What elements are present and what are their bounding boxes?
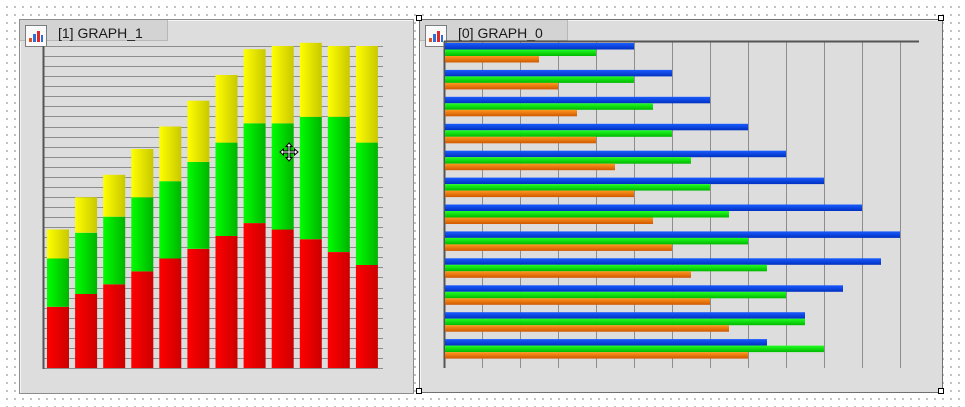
bar-orange: [445, 352, 748, 359]
bar-blue: [445, 258, 881, 265]
bar-segment-yellow: [47, 229, 69, 259]
bar-segment-yellow: [299, 42, 322, 117]
move-cursor-icon: [279, 142, 299, 162]
bar-green: [445, 318, 805, 326]
bar-blue: [445, 339, 767, 346]
bar-blue: [445, 177, 824, 185]
bar-chart-icon: [425, 25, 447, 47]
bar-blue: [445, 123, 748, 131]
bar-segment-red: [299, 239, 322, 368]
bar-orange: [445, 217, 653, 224]
bar-segment-green: [355, 142, 378, 265]
bar-orange: [445, 163, 615, 171]
graph-1-chart: [42, 42, 383, 369]
bar-green: [445, 211, 729, 218]
bar-segment-green: [131, 197, 154, 272]
bar-segment-green: [243, 123, 266, 224]
bar-segment-green: [75, 232, 98, 294]
bar-segment-red: [271, 229, 294, 368]
bar-segment-green: [327, 116, 350, 252]
resize-handle-bottom-left[interactable]: [416, 388, 422, 394]
bar-green: [445, 103, 653, 110]
bar-segment-red: [103, 284, 126, 368]
bar-segment-yellow: [243, 49, 266, 124]
bar-green: [445, 345, 824, 353]
bar-segment-yellow: [355, 46, 378, 143]
bar-segment-yellow: [271, 46, 294, 124]
bar-segment-green: [299, 116, 322, 240]
bar-segment-red: [243, 223, 266, 368]
bar-blue: [445, 43, 634, 50]
bar-blue: [445, 285, 843, 292]
bar-segment-yellow: [187, 100, 210, 162]
resize-handle-top-left[interactable]: [416, 15, 422, 21]
bar-green: [445, 76, 634, 83]
bar-green: [445, 237, 748, 245]
bar-green: [445, 291, 786, 299]
bar-green: [445, 184, 710, 191]
bar-blue: [445, 150, 786, 158]
bar-orange: [445, 298, 710, 305]
graph-1-title-tab: [20, 20, 168, 41]
resize-handle-top-right[interactable]: [938, 15, 944, 21]
bar-green: [445, 264, 767, 272]
bar-green: [445, 157, 691, 164]
bar-segment-yellow: [327, 46, 350, 117]
bar-blue: [445, 69, 672, 77]
bar-segment-red: [159, 258, 182, 368]
bar-blue: [445, 204, 862, 211]
bar-orange: [445, 56, 539, 63]
bar-segment-green: [47, 258, 69, 307]
graph-0-panel[interactable]: [0] GRAPH_0: [419, 19, 943, 393]
graph-1-panel[interactable]: [1] GRAPH_1: [19, 19, 414, 394]
bar-segment-red: [215, 236, 238, 368]
graph-1-title: [1] GRAPH_1: [58, 25, 143, 41]
bar-segment-yellow: [131, 149, 154, 198]
bar-segment-green: [271, 123, 294, 230]
bar-segment-yellow: [215, 75, 238, 143]
bar-segment-green: [159, 181, 182, 259]
bar-orange: [445, 244, 672, 251]
bar-segment-red: [327, 252, 350, 368]
bar-orange: [445, 271, 691, 278]
bar-blue: [445, 312, 805, 319]
bar-segment-yellow: [103, 174, 126, 217]
bar-segment-green: [103, 216, 126, 285]
bar-blue: [445, 96, 710, 104]
resize-handle-bottom-right[interactable]: [938, 388, 944, 394]
bar-segment-red: [187, 248, 210, 368]
bar-orange: [445, 109, 577, 117]
bar-orange: [445, 190, 634, 198]
bar-segment-red: [75, 293, 98, 368]
bar-segment-yellow: [75, 197, 98, 233]
bar-orange: [445, 136, 596, 144]
bar-segment-red: [131, 271, 154, 368]
bar-orange: [445, 82, 558, 90]
bar-segment-red: [47, 306, 69, 368]
bar-segment-green: [215, 142, 238, 236]
graph-0-title: [0] GRAPH_0: [458, 25, 543, 41]
bar-blue: [445, 231, 900, 238]
bar-orange: [445, 325, 729, 332]
bar-segment-red: [355, 265, 378, 368]
bar-green: [445, 49, 596, 56]
bar-segment-green: [187, 161, 210, 249]
graph-0-chart: [443, 40, 919, 368]
bar-segment-yellow: [159, 126, 182, 182]
bar-chart-icon: [25, 25, 47, 47]
bar-green: [445, 130, 672, 137]
